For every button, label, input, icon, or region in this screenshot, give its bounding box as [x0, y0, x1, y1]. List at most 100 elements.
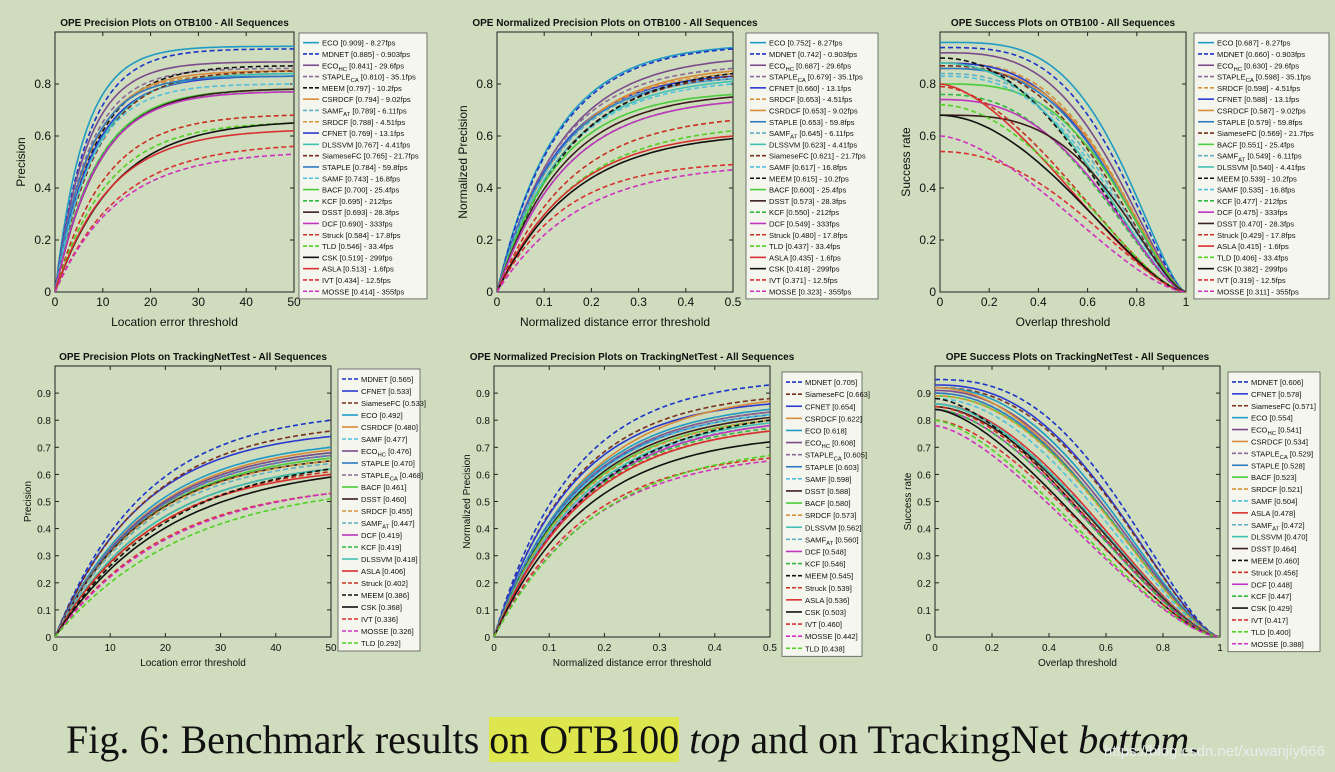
legend-entry: KCF [0.695] - 212fps	[322, 197, 392, 206]
x-tick-label: 40	[240, 295, 254, 309]
series-lines	[55, 45, 294, 292]
series-line-csrdcf	[55, 449, 331, 637]
series-line-dsst	[940, 114, 1186, 292]
legend-entry: ASLA [0.536]	[805, 596, 849, 605]
legend-entry: CSK [0.503]	[805, 608, 846, 617]
legend-entry: STAPLE [0.470]	[361, 459, 415, 468]
y-tick-label: 0.6	[917, 470, 931, 481]
legend-entry: ECOHC [0.541]	[1251, 426, 1301, 438]
series-line-samf	[497, 83, 733, 292]
figure-caption: Fig. 6: Benchmark results on OTB100 top …	[66, 712, 1199, 768]
legend-entry: STAPLECA [0.529]	[1251, 449, 1313, 461]
legend-entry: STAPLECA [0.468]	[361, 471, 423, 483]
series-line-dlssvm	[55, 72, 294, 292]
legend-entry: CFNET [0.769] - 13.1fps	[322, 129, 404, 138]
series-line-dcf	[497, 101, 733, 292]
series-line-staple	[497, 78, 733, 292]
x-tick-label: 10	[96, 295, 110, 309]
series-line-tld	[55, 122, 294, 292]
y-tick-label: 0.6	[34, 129, 51, 143]
legend-entry: STAPLECA [0.679] - 35.1fps	[769, 73, 863, 85]
legend-entry: TLD [0.546] - 33.4fps	[322, 242, 394, 251]
series-line-bacf	[497, 93, 733, 292]
legend-entry: ECOHC [0.841] - 29.6fps	[322, 61, 404, 73]
series-line-mosse	[935, 424, 1220, 637]
series-line-ivt	[55, 145, 294, 292]
legend-entry: SiameseFC [0.571]	[1251, 402, 1316, 411]
legend-entry: BACF [0.551] - 25.4fps	[1217, 140, 1294, 149]
series-line-meem	[497, 72, 733, 292]
series-line-asla	[494, 430, 770, 637]
legend-entry: SRDCF [0.455]	[361, 507, 413, 516]
x-axis-label: Overlap threshold	[1038, 658, 1117, 669]
x-tick-label: 0	[52, 643, 58, 654]
legend-entry: MEEM [0.460]	[1251, 556, 1299, 565]
series-line-dlssvm	[494, 422, 770, 637]
legend-entry: BACF [0.461]	[361, 483, 407, 492]
legend-entry: DSST [0.588]	[805, 487, 850, 496]
series-line-mdnet	[935, 378, 1220, 637]
series-line-cfnet	[55, 75, 294, 292]
legend-entry: DSST [0.464]	[1251, 545, 1296, 554]
y-tick-label: 0.1	[37, 606, 51, 617]
legend-entry: MOSSE [0.326]	[361, 627, 414, 636]
series-line-srdcf	[55, 72, 294, 292]
series-lines	[494, 384, 770, 637]
x-tick-label: 0.2	[597, 643, 611, 654]
series-line-csk	[940, 114, 1186, 292]
y-axis-label: Normalized Precision	[456, 105, 470, 218]
legend-box	[1193, 32, 1330, 300]
y-tick-label: 0.7	[37, 443, 51, 454]
legend-entry: SRDCF [0.653] - 4.51fps	[769, 95, 852, 104]
legend-entry: SAMFAT [0.549] - 6.11fps	[1217, 152, 1302, 164]
legend-entry: KCF [0.550] - 212fps	[769, 208, 839, 217]
legend-entry: Struck [0.456]	[1251, 568, 1298, 577]
x-tick-label: 0	[932, 643, 938, 654]
legend-entry: STAPLECA [0.605]	[805, 451, 867, 463]
x-tick-label: 0.1	[536, 295, 553, 309]
series-line-csk	[55, 476, 331, 637]
series-line-srdcf	[497, 72, 733, 292]
series-line-siamesefc	[497, 75, 733, 292]
chart-panel-2: OPE Normalized Precision Plots on OTB100…	[456, 18, 879, 329]
x-tick-label: 0.4	[1042, 643, 1056, 654]
series-line-mdnet	[940, 46, 1186, 292]
x-tick-label: 0.8	[1156, 643, 1170, 654]
legend-entry: ECOHC [0.608]	[805, 439, 855, 451]
x-tick-label: 0.3	[653, 643, 667, 654]
y-tick-label: 0.8	[34, 77, 51, 91]
y-tick-label: 0.4	[34, 181, 51, 195]
y-tick-label: 0	[486, 285, 493, 299]
legend-entry: DCF [0.448]	[1251, 580, 1292, 589]
y-tick-label: 0.9	[917, 389, 931, 400]
watermark: https://blog.csdn.net/xuwanjiy666	[1104, 743, 1325, 760]
series-line-dsst	[497, 96, 733, 292]
legend-entry: ECO [0.618]	[805, 426, 847, 435]
x-tick-label: 30	[215, 643, 227, 654]
legend-entry: TLD [0.400]	[1251, 628, 1291, 637]
legend-box	[781, 371, 863, 657]
series-line-samf_at	[55, 462, 331, 637]
x-tick-label: 0.2	[985, 643, 999, 654]
legend-entry: MDNET [0.742] - 0.903fps	[769, 50, 857, 59]
legend-entry: MEEM [0.539] - 10.2fps	[1217, 174, 1297, 183]
legend-entry: SAMFAT [0.560]	[805, 535, 859, 547]
series-line-csk	[494, 441, 770, 637]
legend-entry: SAMF [0.617] - 16.8fps	[769, 163, 847, 172]
series-line-mdnet	[497, 48, 733, 292]
series-line-struck	[55, 114, 294, 292]
legend-entry: IVT [0.460]	[805, 620, 842, 629]
y-tick-label: 0.2	[476, 233, 493, 247]
legend-entry: SRDCF [0.598] - 4.51fps	[1217, 84, 1300, 93]
legend-entry: ECOHC [0.630] - 29.6fps	[1217, 61, 1299, 73]
legend-entry: DSST [0.470] - 28.3fps	[1217, 219, 1294, 228]
legend-entry: DCF [0.419]	[361, 531, 402, 540]
legend-entry: DSST [0.573] - 28.3fps	[769, 197, 846, 206]
legend-entry: KCF [0.447]	[1251, 592, 1292, 601]
legend-entry: BACF [0.600] - 25.4fps	[769, 186, 846, 195]
legend-entry: KCF [0.477] - 212fps	[1217, 197, 1287, 206]
chart-title: OPE Success Plots on OTB100 - All Sequen…	[951, 18, 1176, 29]
series-line-eco	[494, 408, 770, 637]
x-tick-label: 0.5	[763, 643, 777, 654]
series-line-samf	[55, 83, 294, 292]
